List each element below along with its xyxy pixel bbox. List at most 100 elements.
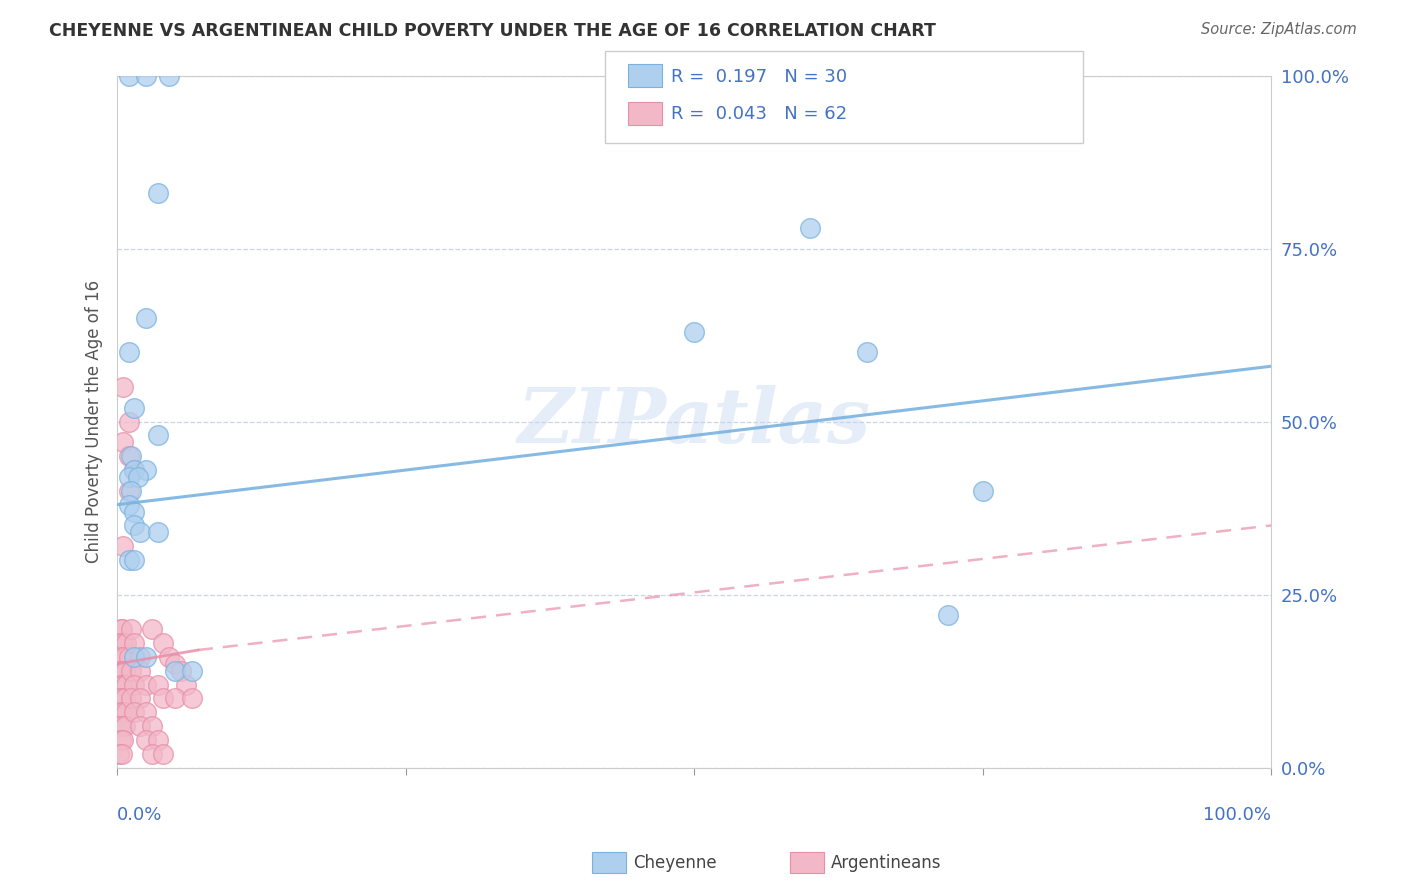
Y-axis label: Child Poverty Under the Age of 16: Child Poverty Under the Age of 16: [86, 280, 103, 563]
Point: [118, 649, 141, 664]
Point: [157, 69, 180, 83]
Point: [115, 706, 138, 720]
Point: [169, 664, 191, 678]
Point: [112, 649, 135, 664]
Point: [118, 470, 141, 484]
Point: [683, 325, 706, 339]
Point: [936, 608, 959, 623]
Point: [111, 435, 134, 450]
Point: [141, 622, 163, 636]
Point: [129, 649, 152, 664]
Point: [120, 622, 142, 636]
Point: [124, 636, 146, 650]
Point: [135, 310, 157, 325]
Point: [152, 747, 174, 761]
Point: [111, 691, 134, 706]
Point: [114, 719, 136, 733]
Point: [111, 747, 134, 761]
Point: [118, 483, 141, 498]
Point: [111, 539, 134, 553]
Point: [110, 706, 132, 720]
Point: [163, 664, 186, 678]
Point: [124, 678, 146, 692]
Point: [110, 649, 132, 664]
Point: [111, 664, 134, 678]
Point: [176, 678, 198, 692]
Point: [141, 719, 163, 733]
Point: [111, 719, 134, 733]
Point: [856, 345, 879, 359]
Point: [114, 691, 136, 706]
Point: [163, 657, 186, 671]
Point: [135, 69, 157, 83]
Point: [124, 553, 146, 567]
Point: [118, 553, 141, 567]
Point: [146, 525, 169, 540]
Point: [146, 186, 169, 201]
Point: [146, 428, 169, 442]
Point: [118, 69, 141, 83]
Point: [135, 463, 157, 477]
Point: [124, 401, 146, 415]
Text: CHEYENNE VS ARGENTINEAN CHILD POVERTY UNDER THE AGE OF 16 CORRELATION CHART: CHEYENNE VS ARGENTINEAN CHILD POVERTY UN…: [49, 22, 936, 40]
Point: [124, 463, 146, 477]
Point: [108, 636, 131, 650]
Point: [111, 706, 134, 720]
Point: [181, 664, 204, 678]
Point: [152, 691, 174, 706]
Point: [163, 691, 186, 706]
Point: [129, 525, 152, 540]
Point: [114, 664, 136, 678]
Point: [118, 498, 141, 512]
Point: [110, 678, 132, 692]
Point: [799, 220, 821, 235]
Point: [135, 733, 157, 747]
Point: [127, 470, 149, 484]
Point: [111, 733, 134, 747]
Point: [124, 463, 146, 477]
Point: [129, 691, 152, 706]
Text: 100.0%: 100.0%: [1204, 805, 1271, 824]
Point: [135, 706, 157, 720]
Point: [135, 678, 157, 692]
Point: [181, 691, 204, 706]
Point: [110, 733, 132, 747]
Point: [120, 664, 142, 678]
Point: [157, 649, 180, 664]
Point: [120, 483, 142, 498]
Point: [115, 678, 138, 692]
Point: [108, 747, 131, 761]
Point: [111, 636, 134, 650]
Text: R =  0.043   N = 62: R = 0.043 N = 62: [671, 105, 846, 123]
Point: [152, 636, 174, 650]
Point: [111, 678, 134, 692]
Point: [146, 678, 169, 692]
Point: [129, 664, 152, 678]
Point: [118, 415, 141, 429]
Point: [124, 649, 146, 664]
Text: Cheyenne: Cheyenne: [633, 854, 716, 871]
Point: [111, 380, 134, 394]
Point: [115, 636, 138, 650]
Point: [124, 505, 146, 519]
Text: Source: ZipAtlas.com: Source: ZipAtlas.com: [1201, 22, 1357, 37]
Point: [120, 449, 142, 463]
Point: [118, 449, 141, 463]
Point: [108, 719, 131, 733]
Point: [111, 622, 134, 636]
Point: [124, 706, 146, 720]
Text: R =  0.197   N = 30: R = 0.197 N = 30: [671, 68, 846, 86]
Point: [135, 649, 157, 664]
Point: [141, 747, 163, 761]
Point: [972, 483, 994, 498]
Point: [108, 691, 131, 706]
Point: [110, 622, 132, 636]
Point: [124, 518, 146, 533]
Text: 0.0%: 0.0%: [117, 805, 163, 824]
Point: [120, 691, 142, 706]
Point: [146, 733, 169, 747]
Point: [129, 719, 152, 733]
Text: Argentineans: Argentineans: [831, 854, 942, 871]
Text: ZIPatlas: ZIPatlas: [517, 384, 870, 458]
Point: [118, 345, 141, 359]
